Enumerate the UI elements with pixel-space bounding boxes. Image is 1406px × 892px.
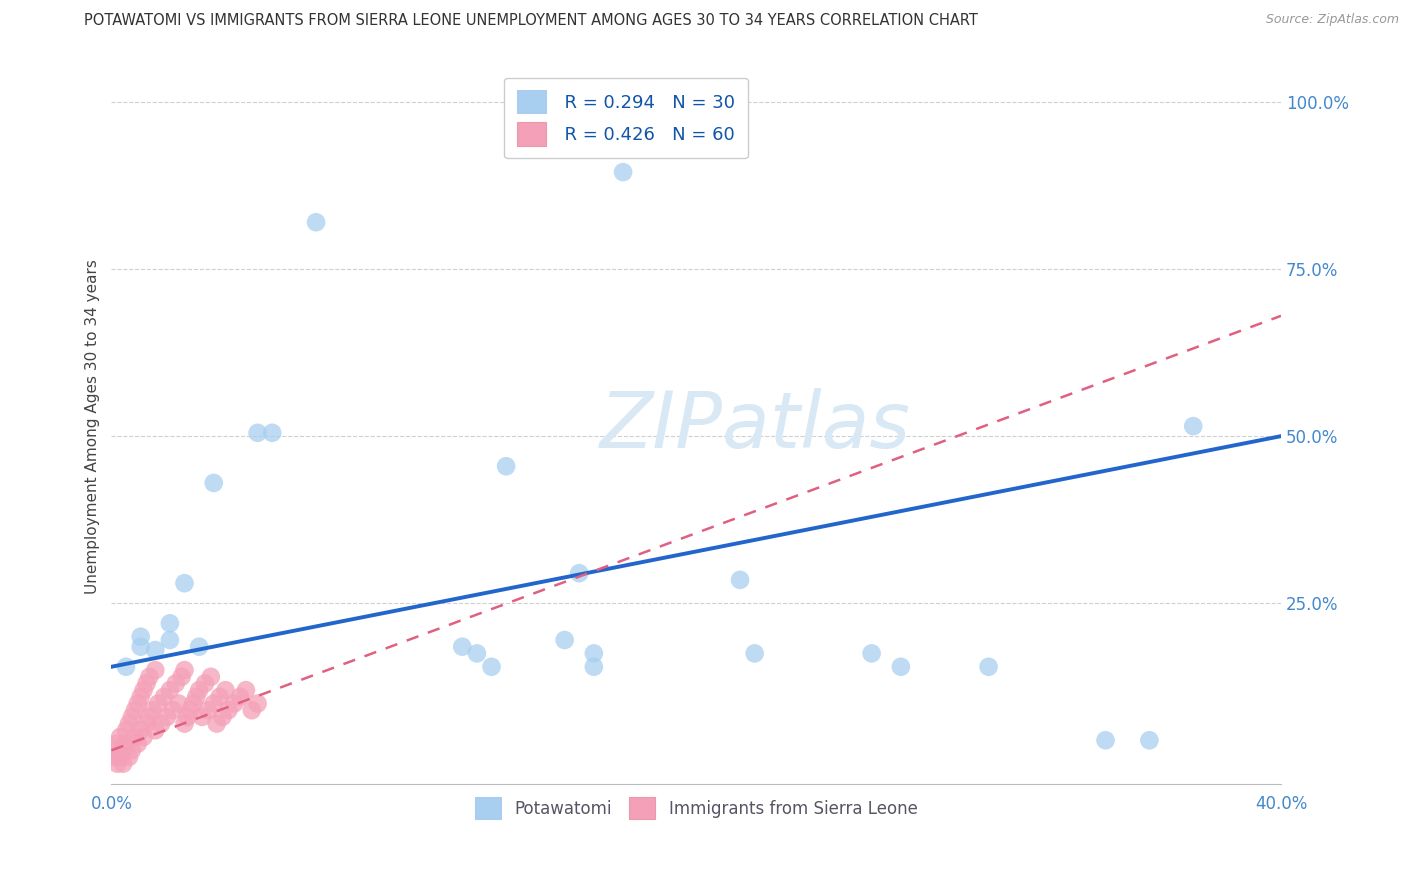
Point	[129, 690, 152, 704]
Point	[197, 703, 219, 717]
Point	[262, 425, 284, 440]
Legend: Potawatomi, Immigrants from Sierra Leone: Potawatomi, Immigrants from Sierra Leone	[468, 790, 924, 825]
Point	[121, 743, 143, 757]
Point	[200, 670, 222, 684]
Point	[118, 750, 141, 764]
Point	[205, 716, 228, 731]
Point	[495, 459, 517, 474]
Point	[568, 566, 591, 581]
Point	[115, 723, 138, 738]
Point	[1182, 419, 1205, 434]
Point	[977, 659, 1000, 673]
Point	[246, 697, 269, 711]
Point	[170, 670, 193, 684]
Point	[214, 683, 236, 698]
Point	[173, 576, 195, 591]
Point	[208, 690, 231, 704]
Point	[159, 633, 181, 648]
Point	[103, 750, 125, 764]
Point	[138, 670, 160, 684]
Point	[1137, 733, 1160, 747]
Point	[554, 633, 576, 648]
Point	[112, 756, 135, 771]
Point	[612, 165, 634, 179]
Point	[728, 573, 751, 587]
Point	[246, 425, 269, 440]
Point	[135, 676, 157, 690]
Point	[150, 716, 173, 731]
Point	[860, 647, 883, 661]
Point	[181, 697, 204, 711]
Point	[143, 643, 166, 657]
Point	[305, 215, 328, 229]
Point	[240, 703, 263, 717]
Point	[194, 676, 217, 690]
Point	[229, 690, 252, 704]
Point	[165, 676, 187, 690]
Point	[582, 647, 605, 661]
Point	[132, 730, 155, 744]
Point	[173, 663, 195, 677]
Point	[890, 659, 912, 673]
Text: Source: ZipAtlas.com: Source: ZipAtlas.com	[1265, 13, 1399, 27]
Point	[115, 737, 138, 751]
Point	[465, 647, 488, 661]
Point	[202, 697, 225, 711]
Point	[135, 716, 157, 731]
Point	[105, 756, 128, 771]
Point	[224, 697, 246, 711]
Point	[156, 710, 179, 724]
Point	[129, 723, 152, 738]
Point	[108, 730, 131, 744]
Point	[129, 630, 152, 644]
Point	[173, 716, 195, 731]
Point	[191, 710, 214, 724]
Point	[127, 737, 149, 751]
Point	[211, 710, 233, 724]
Point	[217, 703, 239, 717]
Point	[159, 616, 181, 631]
Point	[127, 697, 149, 711]
Point	[167, 697, 190, 711]
Point	[744, 647, 766, 661]
Point	[179, 703, 201, 717]
Point	[162, 703, 184, 717]
Point	[108, 750, 131, 764]
Point	[582, 659, 605, 673]
Point	[103, 743, 125, 757]
Point	[143, 663, 166, 677]
Y-axis label: Unemployment Among Ages 30 to 34 years: Unemployment Among Ages 30 to 34 years	[86, 259, 100, 593]
Point	[118, 716, 141, 731]
Point	[176, 710, 198, 724]
Point	[1094, 733, 1116, 747]
Point	[188, 683, 211, 698]
Point	[481, 659, 503, 673]
Point	[124, 730, 146, 744]
Point	[141, 703, 163, 717]
Point	[159, 683, 181, 698]
Point	[124, 703, 146, 717]
Point	[138, 710, 160, 724]
Point	[121, 710, 143, 724]
Point	[235, 683, 257, 698]
Point	[105, 737, 128, 751]
Text: POTAWATOMI VS IMMIGRANTS FROM SIERRA LEONE UNEMPLOYMENT AMONG AGES 30 TO 34 YEAR: POTAWATOMI VS IMMIGRANTS FROM SIERRA LEO…	[84, 13, 979, 29]
Point	[202, 475, 225, 490]
Point	[451, 640, 474, 654]
Point	[148, 697, 170, 711]
Point	[143, 723, 166, 738]
Text: ZIPatlas: ZIPatlas	[599, 388, 910, 464]
Point	[112, 743, 135, 757]
Point	[115, 659, 138, 673]
Point	[188, 640, 211, 654]
Point	[153, 690, 176, 704]
Point	[129, 640, 152, 654]
Point	[186, 690, 208, 704]
Point	[132, 683, 155, 698]
